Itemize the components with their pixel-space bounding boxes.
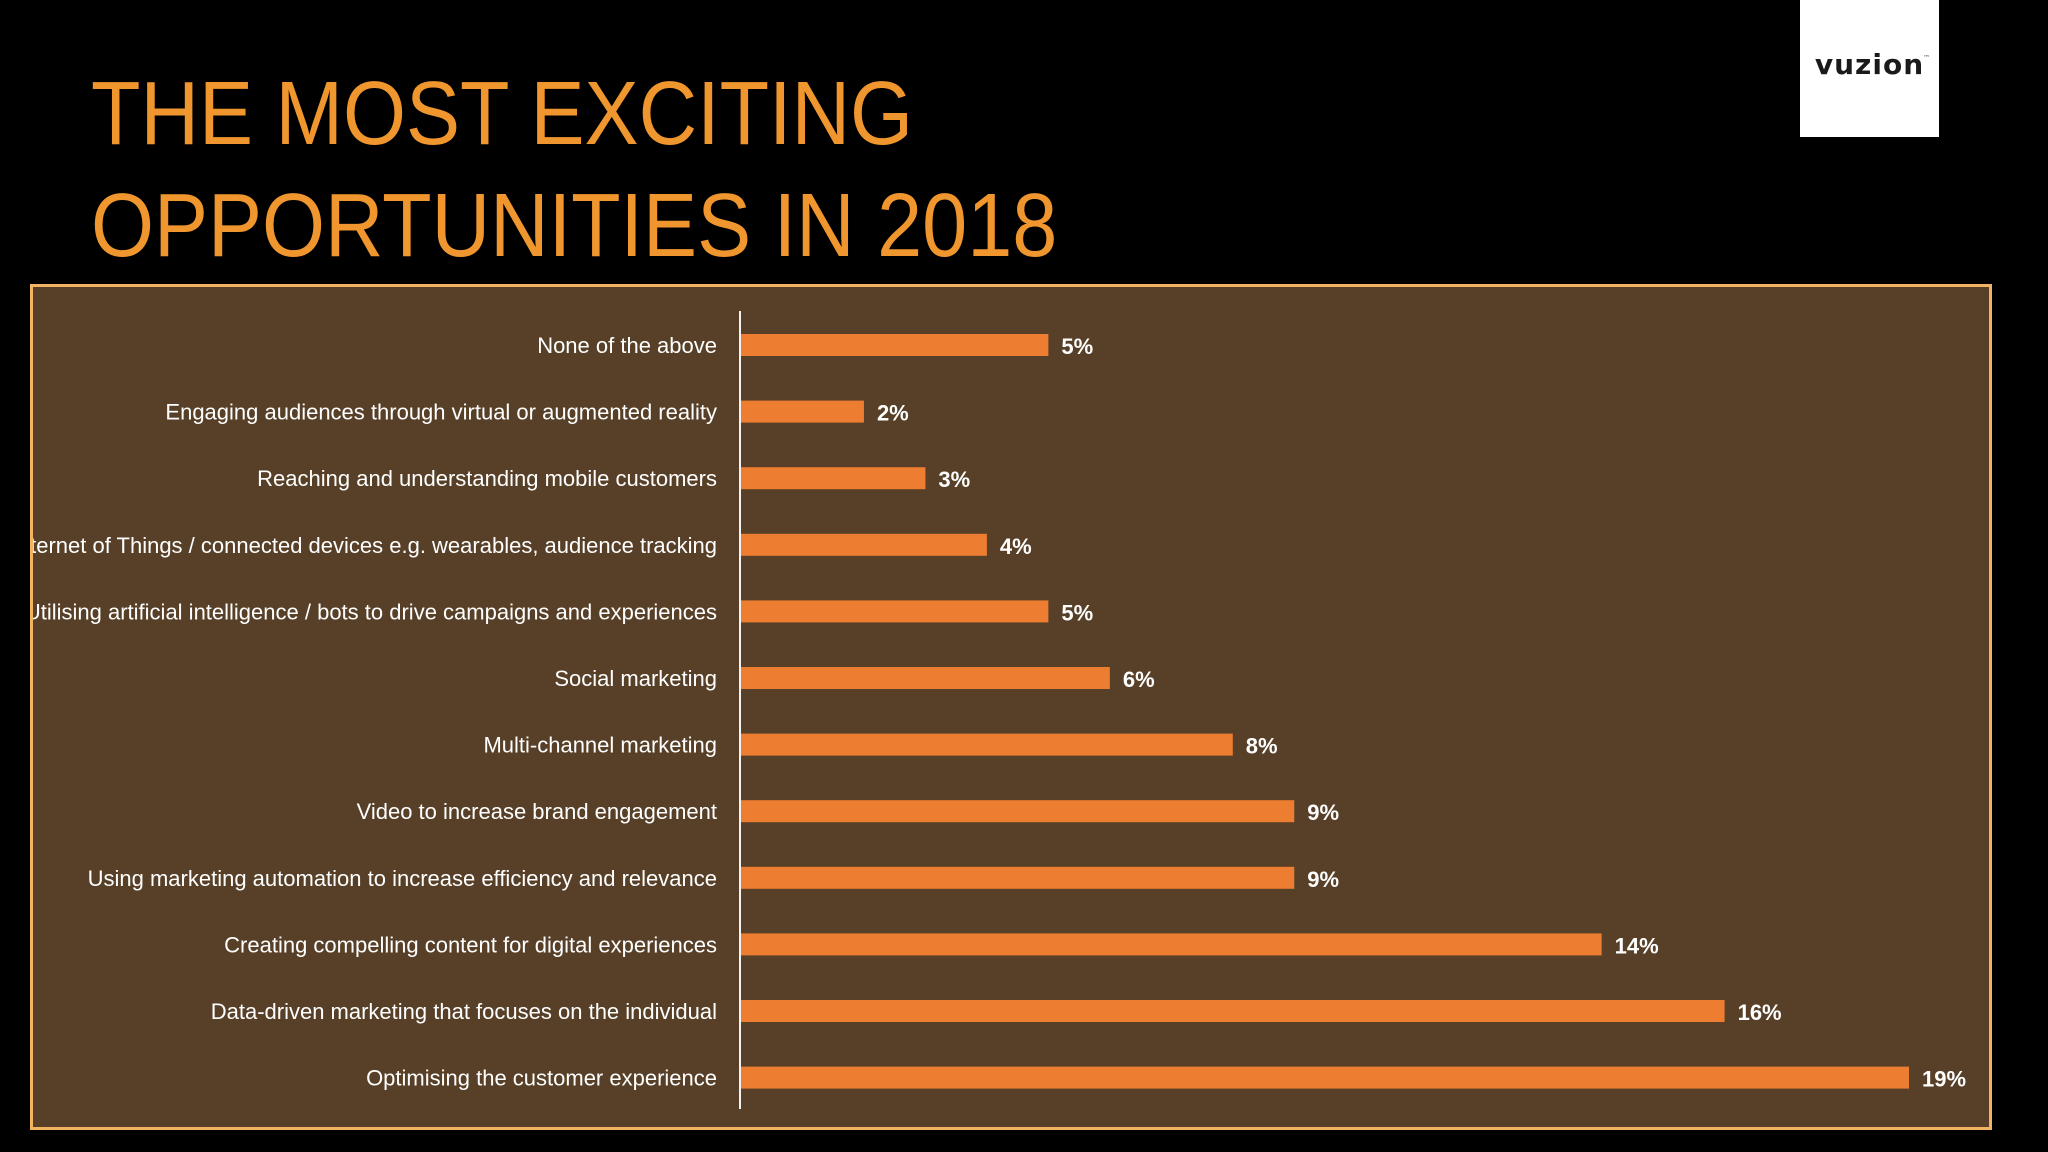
vuzion-logo: vuzion ™: [1800, 0, 1939, 137]
bar: [741, 1000, 1725, 1022]
data-label: 2%: [877, 401, 909, 426]
bar: [741, 667, 1110, 689]
category-label: Multi-channel marketing: [483, 733, 717, 758]
bar-row: Video to increase brand engagement 9%: [357, 799, 1339, 825]
data-label: 9%: [1307, 867, 1339, 892]
logo-wordmark: vuzion: [1814, 48, 1925, 81]
bar: [741, 533, 987, 556]
data-label: 5%: [1061, 334, 1093, 359]
bar: [741, 334, 1049, 356]
bar: [741, 800, 1295, 823]
bar-row: Engaging audiences through virtual or au…: [165, 400, 908, 426]
title-line-2: OPPORTUNITIES IN 2018: [91, 176, 1058, 276]
category-label: Using marketing automation to increase e…: [88, 866, 717, 891]
data-label: 14%: [1615, 933, 1659, 958]
category-label: Internet of Things / connected devices e…: [33, 533, 717, 558]
bar-row: Optimising the customer experience 19%: [366, 1066, 1966, 1092]
category-label: Utilising artificial intelligence / bots…: [33, 599, 717, 624]
category-label: Reaching and understanding mobile custom…: [257, 466, 717, 491]
category-label: Data-driven marketing that focuses on th…: [211, 999, 717, 1024]
bar-chart: None of the above 5% Engaging audiences th…: [33, 311, 1966, 1109]
bar-row: Using marketing automation to increase e…: [88, 866, 1339, 892]
category-label: Social marketing: [554, 666, 717, 691]
logo-trademark: ™: [1923, 54, 1930, 62]
category-label: None of the above: [537, 333, 717, 358]
bar-row: Data-driven marketing that focuses on th…: [211, 999, 1782, 1025]
data-label: 19%: [1922, 1067, 1966, 1092]
data-label: 9%: [1307, 800, 1339, 825]
bar: [741, 1066, 1909, 1089]
category-label: Creating compelling content for digital …: [224, 932, 717, 957]
slide-title: THE MOST EXCITING OPPORTUNITIES IN 2018: [91, 58, 1057, 282]
bar: [741, 933, 1602, 956]
bar-row: Reaching and understanding mobile custom…: [257, 466, 970, 492]
category-label: Video to increase brand engagement: [357, 799, 717, 824]
title-line-1: THE MOST EXCITING: [91, 64, 914, 164]
data-label: 3%: [938, 467, 970, 492]
data-label: 4%: [1000, 534, 1032, 559]
data-label: 8%: [1246, 734, 1278, 759]
bar: [741, 866, 1295, 889]
bar: [741, 467, 926, 490]
bar: [741, 400, 864, 423]
bar-row: Social marketing 6%: [554, 666, 1154, 692]
chart-panel: None of the above 5% Engaging audiences th…: [30, 284, 1992, 1130]
bar: [741, 600, 1049, 623]
bar-row: Creating compelling content for digital …: [224, 932, 1659, 958]
bar-row: Multi-channel marketing 8%: [483, 733, 1277, 759]
bar-row: Internet of Things / connected devices e…: [33, 533, 1032, 559]
data-label: 5%: [1061, 600, 1093, 625]
data-label: 6%: [1123, 667, 1155, 692]
category-label: Optimising the customer experience: [366, 1066, 717, 1091]
data-label: 16%: [1738, 1000, 1782, 1025]
category-label: Engaging audiences through virtual or au…: [165, 400, 717, 425]
bar-row: None of the above 5%: [537, 333, 1093, 359]
bar-row: Utilising artificial intelligence / bots…: [33, 599, 1093, 625]
bar: [741, 733, 1233, 756]
